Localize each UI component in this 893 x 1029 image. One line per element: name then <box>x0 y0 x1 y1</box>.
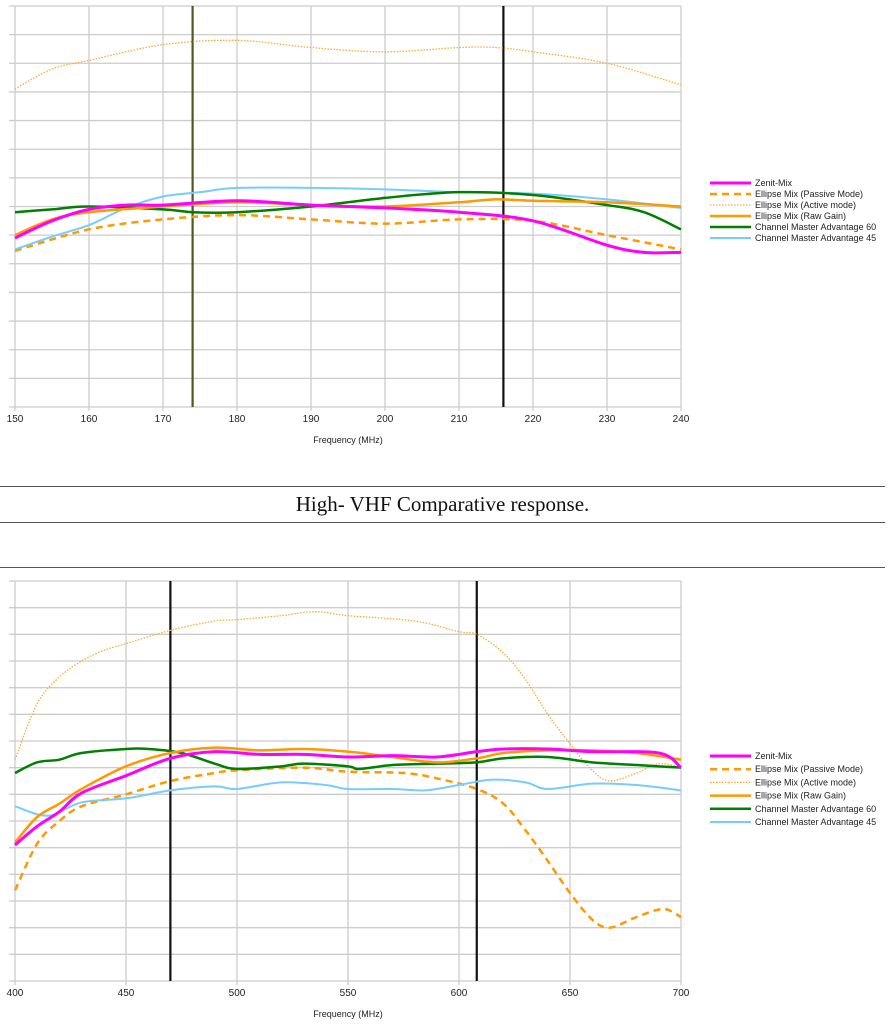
legend-label: Channel Master Advantage 45 <box>755 233 876 243</box>
x-tick-label: 500 <box>229 988 246 999</box>
high-vhf-chart-svg: 150 160 170 180 190 200 210 220 230 240 Frequency … <box>7 5 876 445</box>
series-line-channel-master-advantage-60 <box>14 747 682 775</box>
legend-label: Ellipse Mix (Passive Mode) <box>755 764 863 774</box>
legend-item: Channel Master Advantage 60 <box>710 804 876 814</box>
legend-item: Zenit-Mix <box>710 751 793 761</box>
legend-label: Channel Master Advantage 45 <box>755 817 876 827</box>
section-rule <box>0 567 885 568</box>
x-tick-label: 210 <box>451 414 468 425</box>
legend-item: Ellipse Mix (Raw Gain) <box>710 791 846 801</box>
series-line-ellipse-mix-passive-mode- <box>14 213 682 253</box>
x-axis-label: Frequency (MHz) <box>313 1009 383 1019</box>
legend-item: Channel Master Advantage 60 <box>710 222 876 232</box>
legend-label: Ellipse Mix (Active mode) <box>755 777 856 787</box>
legend-label: Ellipse Mix (Raw Gain) <box>755 791 846 801</box>
series-line-ellipse-mix-active-mode- <box>14 611 682 782</box>
legend-label: Zenit-Mix <box>755 178 793 188</box>
legend-label: Channel Master Advantage 60 <box>755 222 876 232</box>
legend-item: Ellipse Mix (Active mode) <box>710 777 856 787</box>
x-tick-label: 550 <box>340 988 357 999</box>
chart-caption: High- VHF Comparative response. <box>295 492 590 516</box>
series-line-ellipse-mix-active-mode- <box>14 39 682 90</box>
legend-label: Ellipse Mix (Passive Mode) <box>755 189 863 199</box>
legend-label: Ellipse Mix (Raw Gain) <box>755 211 846 221</box>
legend-label: Zenit-Mix <box>755 751 793 761</box>
caption-bottom-rule <box>0 522 885 523</box>
x-tick-label: 230 <box>599 414 616 425</box>
legend-item: Channel Master Advantage 45 <box>710 233 876 243</box>
series-line-zenit-mix <box>14 747 682 847</box>
series-line-channel-master-advantage-45 <box>14 186 682 251</box>
legend-item: Ellipse Mix (Passive Mode) <box>710 189 863 199</box>
legend-item: Ellipse Mix (Raw Gain) <box>710 211 846 221</box>
x-tick-label: 180 <box>229 414 246 425</box>
x-tick-label: 600 <box>451 988 468 999</box>
legend-item: Ellipse Mix (Passive Mode) <box>710 764 863 774</box>
uhf-chart-svg: 400 450 500 550 600 650 700 Frequency (MHz) Zeni… <box>7 580 876 1019</box>
x-tick-label: 200 <box>377 414 394 425</box>
legend-label: Ellipse Mix (Active mode) <box>755 200 856 210</box>
x-tick-label: 150 <box>7 414 24 425</box>
legend-item: Channel Master Advantage 45 <box>710 817 876 827</box>
legend-item: Ellipse Mix (Active mode) <box>710 200 856 210</box>
x-tick-label: 220 <box>525 414 542 425</box>
uhf-chart: 400 450 500 550 600 650 700 Frequency (MHz) Zeni… <box>0 570 893 1024</box>
high-vhf-chart: 150 160 170 180 190 200 210 220 230 240 Frequency … <box>0 0 893 450</box>
x-tick-label: 240 <box>673 414 690 425</box>
x-axis-label: Frequency (MHz) <box>313 435 383 445</box>
x-tick-label: 160 <box>81 414 98 425</box>
x-tick-label: 190 <box>303 414 320 425</box>
x-tick-label: 700 <box>673 988 690 999</box>
caption-top-rule <box>0 486 885 487</box>
x-tick-label: 450 <box>118 988 135 999</box>
x-tick-label: 170 <box>155 414 172 425</box>
x-tick-label: 400 <box>7 988 24 999</box>
series-line-channel-master-advantage-45 <box>14 778 682 817</box>
series-line-zenit-mix <box>14 199 682 255</box>
legend-item: Zenit-Mix <box>710 178 793 188</box>
legend-label: Channel Master Advantage 60 <box>755 804 876 814</box>
x-tick-label: 650 <box>562 988 579 999</box>
